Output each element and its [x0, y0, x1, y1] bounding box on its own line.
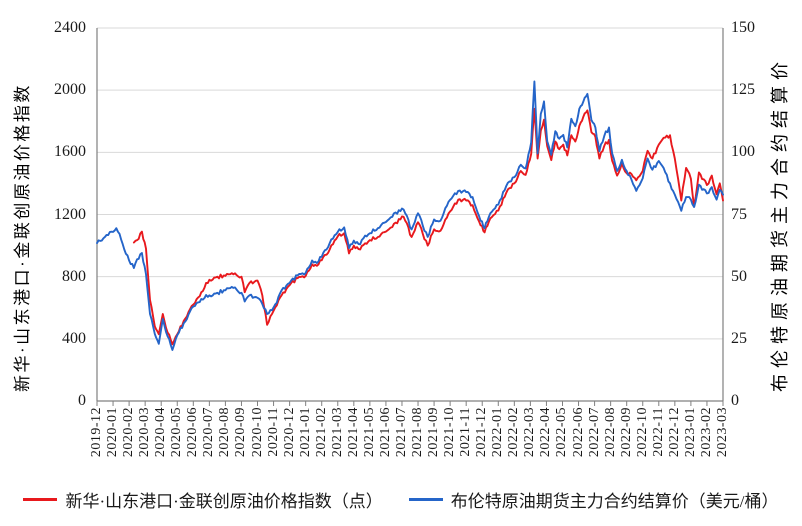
- x-tick-label: 2020-12: [281, 407, 297, 458]
- x-tick-label: 2021-02: [313, 407, 329, 458]
- left-y-tick-label: 2000: [54, 81, 86, 99]
- right-y-tick-label: 100: [731, 143, 755, 161]
- left-y-tick-label: 0: [78, 392, 86, 409]
- x-tick-label: 2020-04: [153, 407, 169, 458]
- x-tick-label: 2020-11: [265, 407, 281, 457]
- x-tick-label: 2023-02: [698, 407, 714, 458]
- x-tick-label: 2021-09: [426, 407, 442, 458]
- x-tick-label: 2021-06: [377, 407, 393, 458]
- legend: 新华·山东港口·金联创原油价格指数（点） 布伦特原油期货主力合约结算价（美元/桶…: [0, 487, 802, 512]
- x-tick-label: 2023-01: [682, 407, 698, 458]
- left-y-tick-label: 1200: [54, 205, 86, 223]
- x-tick-label: 2021-08: [410, 407, 426, 458]
- x-tick-label: 2022-12: [666, 407, 682, 458]
- x-tick-label: 2020-06: [185, 407, 201, 458]
- x-tick-label: 2019-12: [89, 407, 104, 458]
- x-tick-label: 2022-04: [538, 407, 554, 458]
- x-tick-label: 2020-10: [249, 407, 265, 458]
- legend-item-brent: 布伦特原油期货主力合约结算价（美元/桶）: [408, 487, 779, 512]
- x-tick-label: 2021-07: [393, 407, 409, 458]
- x-tick-label: 2022-10: [634, 407, 650, 458]
- x-tick-label: 2022-01: [490, 407, 506, 458]
- left-y-axis-title: 新华·山东港口·金联创原油价格指数: [13, 83, 32, 392]
- brent-price-line: [96, 80, 724, 351]
- x-tick-label: 2020-02: [121, 407, 137, 458]
- x-tick-label: 2022-07: [586, 407, 602, 458]
- index-price-line: [132, 107, 724, 346]
- left-y-tick-label: 800: [62, 267, 86, 285]
- right-y-tick-label: 50: [731, 267, 747, 285]
- x-tick-label: 2020-09: [233, 407, 249, 458]
- x-tick-label: 2022-09: [618, 407, 634, 458]
- x-tick-label: 2021-04: [345, 407, 361, 458]
- x-tick-label: 2023-03: [715, 407, 730, 458]
- x-tick-label: 2020-07: [201, 407, 217, 458]
- brent-legend-label: 布伦特原油期货主力合约结算价（美元/桶）: [450, 492, 779, 511]
- x-tick-label: 2021-11: [458, 407, 474, 457]
- x-tick-label: 2021-05: [361, 407, 377, 458]
- x-tick-label: 2021-03: [329, 407, 345, 458]
- right-y-tick-label: 75: [731, 205, 747, 223]
- right-y-tick-label: 25: [731, 329, 747, 347]
- x-tick-label: 2020-03: [137, 407, 153, 458]
- x-tick-label: 2022-05: [554, 407, 570, 458]
- brent-line-swatch: [408, 498, 443, 501]
- index-line-swatch: [23, 498, 58, 501]
- right-y-tick-label: 150: [731, 19, 755, 36]
- left-y-tick-label: 400: [62, 329, 86, 347]
- x-tick-label: 2021-01: [297, 407, 313, 458]
- x-tick-label: 2022-11: [650, 407, 666, 457]
- x-tick-label: 2020-08: [217, 407, 233, 458]
- x-tick-label: 2022-06: [570, 407, 586, 458]
- left-y-tick-label: 1600: [54, 143, 86, 161]
- x-tick-label: 2020-05: [169, 407, 185, 458]
- legend-item-index: 新华·山东港口·金联创原油价格指数（点）: [23, 487, 383, 512]
- right-y-axis-title: 布伦特原油期货主力合约结算价: [770, 56, 790, 392]
- right-y-tick-label: 125: [731, 81, 755, 99]
- x-tick-label: 2020-01: [105, 407, 121, 458]
- left-y-tick-label: 2400: [54, 19, 86, 36]
- x-tick-label: 2022-02: [506, 407, 522, 458]
- x-tick-label: 2022-08: [602, 407, 618, 458]
- x-tick-label: 2021-10: [442, 407, 458, 458]
- x-tick-label: 2022-03: [522, 407, 538, 458]
- index-legend-label: 新华·山东港口·金联创原油价格指数（点）: [65, 492, 383, 511]
- right-y-tick-label: 0: [731, 392, 739, 409]
- x-tick-label: 2021-12: [474, 407, 490, 458]
